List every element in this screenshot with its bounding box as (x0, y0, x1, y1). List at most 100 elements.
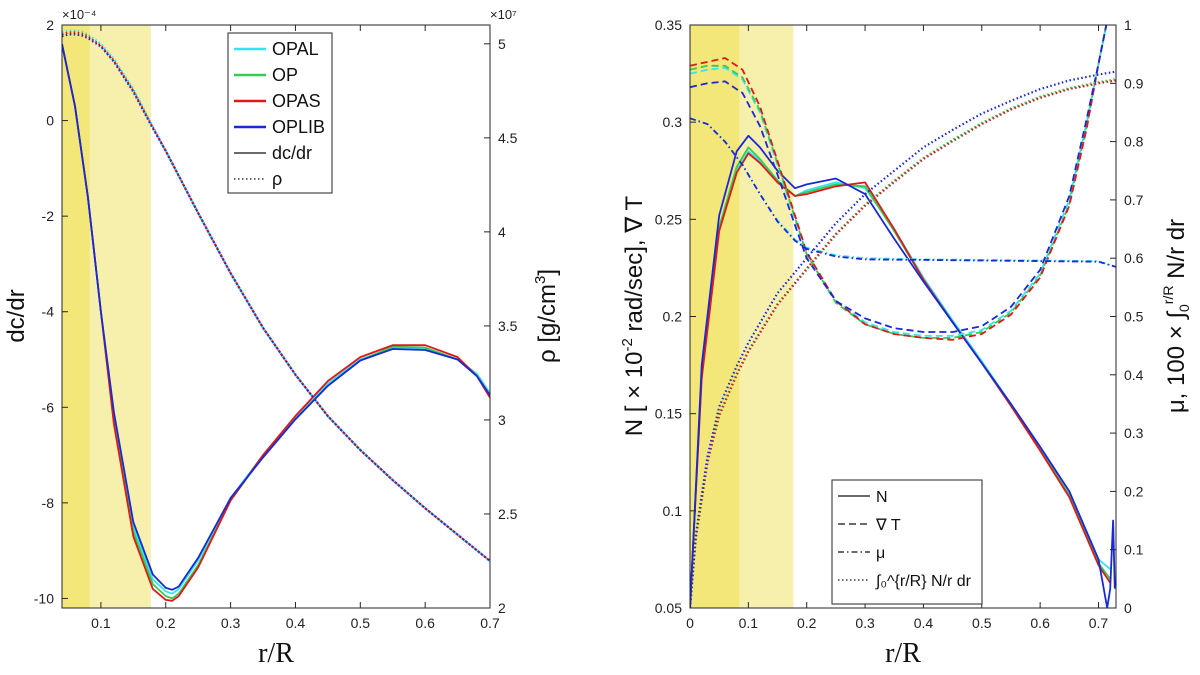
rho-label-sup: 3 (532, 276, 549, 284)
legend-label: OPAS (272, 91, 321, 111)
left-x-axis-label: r/R (258, 638, 294, 669)
legend-label: ∫₀^{r/R} N/r dr (875, 573, 972, 590)
x-tick-label: 0.5 (351, 615, 371, 631)
y-tick-label: 0.2 (663, 309, 683, 325)
x-tick-label: 0.1 (739, 615, 759, 631)
left-y-multiplier: ×10⁻⁴ (62, 7, 97, 22)
y-tick-label: 0.1 (663, 503, 683, 519)
y-tick-label: -6 (42, 399, 55, 415)
y2-tick-label: 4 (498, 224, 506, 240)
right-chart: 0 0.1 0.2 0.3 0.4 0.5 0.6 0.7 0.05 0.1 0.15 0.2 0.25… (619, 17, 1192, 669)
y-tick-label: 0.3 (663, 114, 683, 130)
y2-tick-label: 0.2 (1124, 483, 1144, 499)
right-panel-left-y-axis-label: N [ × 10-2 rad/sec], ∇ T (619, 195, 648, 436)
shaded-region (89, 25, 151, 608)
y2-tick-label: 0.8 (1124, 134, 1144, 150)
right-ticks: 0 0.1 0.2 0.3 0.4 0.5 0.6 0.7 0.05 0.1 0.15 0.2 0.25… (655, 17, 1144, 631)
x-tick-label: 0.3 (221, 615, 241, 631)
y-tick-label: -10 (34, 590, 54, 606)
y2-tick-label: 0 (1124, 600, 1132, 616)
series-line-opas-rho (62, 31, 490, 562)
y2-tick-label: 0.6 (1124, 250, 1144, 266)
y2-tick-label: 2 (498, 600, 506, 616)
right-series (690, 25, 1116, 608)
rho-label-main: ρ [g/cm (534, 284, 561, 363)
y2-tick-label: 2.5 (498, 506, 518, 522)
y2-tick-label: 0.3 (1124, 425, 1144, 441)
shaded-region (62, 25, 90, 608)
x-tick-label: 0.6 (1030, 615, 1050, 631)
series-line-opas-n (690, 152, 1111, 608)
y2-tick-label: 0.1 (1124, 542, 1144, 558)
y2-tick-label: 0.9 (1124, 75, 1144, 91)
y-tick-label: 0.05 (655, 600, 682, 616)
mu-label-sup: r/R (1160, 286, 1176, 305)
x-tick-label: 0.5 (972, 615, 992, 631)
rho-label-end: ] (534, 269, 561, 276)
n-label-main: N [ × 10 (621, 351, 648, 436)
series-line-oplib-gradt (690, 25, 1108, 333)
left-chart: 0.1 0.2 0.3 0.4 0.5 0.6 0.720-2-4-6-8-1022.533… (3, 7, 561, 669)
legend-label: ρ (272, 169, 282, 189)
y2-tick-label: 3 (498, 412, 506, 428)
legend-label: dc/dr (272, 143, 312, 163)
left-ticks: 0.1 0.2 0.3 0.4 0.5 0.6 0.720-2-4-6-8-1022.533… (34, 17, 518, 631)
y-tick-label: -8 (42, 495, 55, 511)
y-tick-label: -4 (42, 304, 55, 320)
shaded-region (739, 25, 794, 608)
x-tick-label: 0.1 (91, 615, 111, 631)
y2-tick-label: 0.4 (1124, 367, 1144, 383)
shaded-region (690, 25, 740, 608)
legend-label: OPAL (272, 39, 319, 59)
series-line-op-gradt (690, 25, 1108, 339)
x-tick-label: 0.6 (415, 615, 435, 631)
right-legend: N ∇ T μ ∫₀^{r/R} N/r dr (831, 479, 983, 605)
y-tick-label: 2 (46, 17, 54, 33)
series-line-opas-integral (690, 79, 1116, 608)
left-plot-frame (61, 24, 491, 609)
y-tick-label: 0.25 (655, 211, 682, 227)
right-legend-box (831, 479, 983, 605)
legend-label: OP (272, 65, 298, 85)
x-tick-label: 0.3 (855, 615, 875, 631)
y2-tick-label: 0.5 (1124, 309, 1144, 325)
series-line-oplib-mu (690, 117, 1116, 268)
series-line-opas-gradt (690, 25, 1108, 341)
y2-tick-label: 4.5 (498, 130, 518, 146)
legend-label: N (876, 489, 888, 506)
x-tick-label: 0.4 (286, 615, 306, 631)
legend-label: μ (876, 545, 885, 562)
right-y-multiplier: ×10⁷ (490, 7, 517, 22)
left-legend-box (227, 32, 333, 194)
left-y-axis-label: dc/dr (3, 289, 30, 342)
n-label-end: rad/sec], ∇ T (621, 195, 648, 338)
left-series (62, 29, 490, 602)
series-line-opal-rho (62, 29, 490, 562)
mu-label-end: N/r dr (1163, 219, 1190, 286)
left-panel-rho-axis-label: ρ [g/cm3] (532, 269, 561, 363)
x-tick-label: 0.4 (914, 615, 934, 631)
right-shaded-regions (690, 25, 794, 608)
legend-label: ∇ T (875, 517, 901, 534)
x-tick-label: 0.2 (797, 615, 817, 631)
series-line-oplib-rho (62, 33, 490, 562)
right-panel-right-y-axis-label: μ, 100 × ∫0r/R N/r dr (1160, 219, 1192, 413)
y-tick-label: 0.15 (655, 406, 682, 422)
y-tick-label: 0.35 (655, 17, 682, 33)
right-x-axis-label: r/R (885, 638, 921, 669)
y-tick-label: -2 (42, 208, 55, 224)
y2-tick-label: 0.7 (1124, 192, 1144, 208)
x-tick-label: 0.2 (156, 615, 176, 631)
n-label-sup: -2 (619, 338, 636, 351)
x-tick-label: 0.7 (480, 615, 500, 631)
left-shaded-regions (62, 25, 151, 608)
series-line-oplib-dc/dr (62, 43, 490, 591)
x-tick-label: 0.7 (1089, 615, 1109, 631)
y2-tick-label: 3.5 (498, 318, 518, 334)
mu-label-sub: 0 (1176, 304, 1192, 312)
left-legend: OPAL OP OPAS OPLIB dc/dr ρ (227, 32, 333, 194)
series-line-oplib-integral (690, 70, 1116, 608)
series-line-oplib-n (690, 134, 1116, 608)
